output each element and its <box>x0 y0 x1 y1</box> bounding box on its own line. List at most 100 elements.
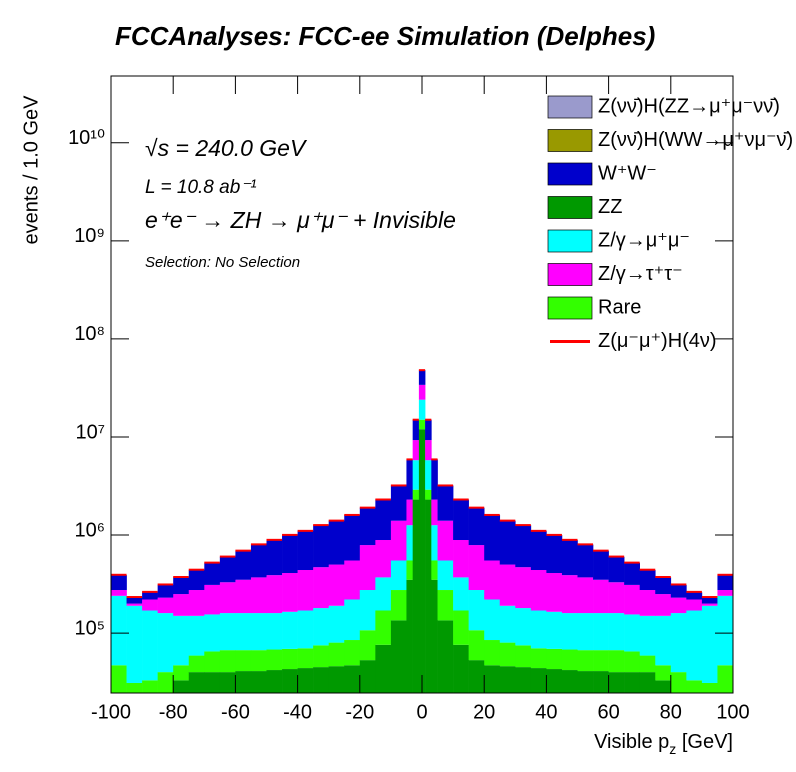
histogram-bar <box>530 648 547 669</box>
histogram-bar <box>624 651 640 673</box>
histogram-bar <box>359 507 376 546</box>
histogram-bar <box>608 650 625 673</box>
histogram-bar <box>313 645 329 668</box>
x-tick-label: -20 <box>345 701 374 723</box>
histogram-bar <box>250 671 267 693</box>
histogram-bar <box>468 590 485 631</box>
histogram-bar <box>328 666 345 693</box>
histogram-bar <box>344 560 361 600</box>
histogram-bar <box>624 584 640 615</box>
histogram-bar <box>173 577 190 595</box>
x-tick-label: -80 <box>159 701 188 723</box>
histogram-bar <box>204 562 221 585</box>
histogram-bar <box>111 590 127 596</box>
histogram-bar <box>204 584 221 615</box>
histogram-bar <box>670 613 687 673</box>
histogram-bar <box>173 594 190 616</box>
histogram-bar <box>390 485 407 521</box>
histogram-bar <box>431 499 438 526</box>
histogram-bar <box>418 419 426 430</box>
histogram-bar <box>390 590 407 621</box>
histogram-bar <box>561 540 578 576</box>
histogram-bar <box>111 665 127 693</box>
histogram-bar <box>425 419 432 441</box>
histogram-bar <box>406 525 413 561</box>
histogram-bar <box>593 550 609 580</box>
histogram-bar <box>282 535 298 574</box>
histogram-bar <box>297 530 314 571</box>
histogram-bar <box>344 665 361 693</box>
histogram-bar <box>313 608 329 646</box>
histogram-bar <box>328 642 345 667</box>
histogram-bar <box>499 605 516 643</box>
histogram-bar <box>686 680 703 693</box>
histogram-bar <box>250 544 267 578</box>
legend-swatch <box>547 229 593 253</box>
histogram-bar <box>235 671 252 693</box>
histogram-bar <box>437 485 454 521</box>
legend-label: Rare <box>598 296 641 318</box>
histogram-bar <box>282 611 298 649</box>
histogram-bar <box>406 459 413 500</box>
histogram-bar <box>157 584 174 598</box>
histogram-bar <box>484 599 501 641</box>
y-tick-label: 10⁶ <box>75 519 105 541</box>
histogram-bar <box>655 615 672 666</box>
histogram-bar <box>639 590 656 616</box>
histogram-bar <box>282 648 298 670</box>
histogram-bar <box>701 605 718 683</box>
histogram-bar <box>188 672 205 693</box>
histogram-bar <box>686 610 703 681</box>
histogram-bar <box>655 665 672 681</box>
histogram-bar <box>266 613 283 650</box>
histogram-bar <box>297 668 314 693</box>
histogram-bar <box>546 611 563 649</box>
histogram-bar <box>577 671 594 693</box>
histogram-bar <box>686 592 703 600</box>
histogram-bar <box>670 672 687 693</box>
histogram-bar <box>608 613 625 651</box>
histogram-bar <box>593 671 609 693</box>
histogram-bar <box>639 615 656 656</box>
histogram-bar <box>499 666 516 693</box>
histogram-bar <box>412 440 420 461</box>
histogram-bar <box>484 640 501 666</box>
histogram-bar <box>546 535 563 574</box>
histogram-bar <box>639 672 656 693</box>
x-axis-label: Visible pz [GeV] <box>594 731 733 756</box>
histogram-bar <box>235 613 252 651</box>
histogram-bar <box>359 630 376 661</box>
histogram-bar <box>418 399 426 420</box>
histogram-bar <box>717 595 733 666</box>
histogram-bar <box>412 460 420 490</box>
histogram-bar <box>126 682 143 693</box>
annotation: Selection: No Selection <box>145 254 300 271</box>
y-tick-label: 10⁷ <box>76 421 105 443</box>
histogram-bar <box>655 594 672 616</box>
histogram-bar <box>142 680 158 693</box>
histogram-bar <box>328 605 345 643</box>
histogram-bar <box>577 650 594 672</box>
histogram-bar <box>453 644 469 693</box>
histogram-bar <box>157 613 174 673</box>
histogram-bar <box>546 648 563 670</box>
histogram-bar <box>639 655 656 673</box>
histogram-bar <box>624 672 640 693</box>
y-tick-label: 10⁸ <box>74 323 105 345</box>
annotation: e⁺e⁻ → ZH → μ⁺μ⁻ + Invisible <box>145 207 456 233</box>
histogram-bar <box>453 540 469 578</box>
histogram-bar <box>313 525 329 568</box>
legend-label: Z/γ→τ⁺τ⁻ <box>598 263 683 285</box>
histogram-bar <box>173 680 190 693</box>
histogram-bar <box>624 614 640 652</box>
x-label-part: Visible p <box>594 731 669 753</box>
histogram-bar <box>655 577 672 595</box>
histogram-bar <box>219 556 236 583</box>
histogram-bar <box>670 597 687 614</box>
histogram-bar <box>577 613 594 651</box>
histogram-bar <box>418 429 426 693</box>
histogram-bar <box>515 667 532 693</box>
histogram-bar <box>412 499 420 693</box>
histogram-bar <box>157 597 174 614</box>
histogram-bar <box>375 644 392 693</box>
